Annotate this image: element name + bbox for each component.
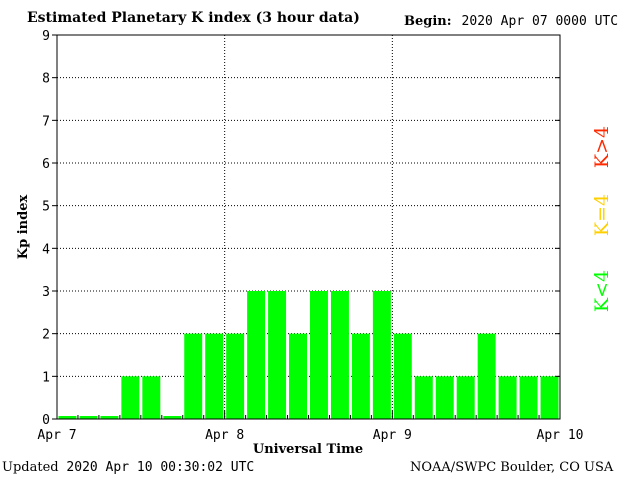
kp-bar [456, 376, 475, 419]
kp-bar [163, 416, 182, 419]
updated-label: Updated [2, 460, 59, 475]
grid-lines [57, 35, 560, 419]
kp-bar [435, 376, 454, 419]
kp-bar [351, 333, 370, 419]
kp-bar [372, 291, 391, 419]
kp-bar [226, 333, 245, 419]
y-tick-label: 2 [42, 328, 50, 343]
x-tick-label: Apr 7 [37, 428, 76, 443]
y-tick-label: 1 [42, 370, 50, 385]
x-tick-label: Apr 10 [537, 428, 584, 443]
kp-bar [205, 333, 224, 419]
chart-title: Estimated Planetary K index (3 hour data… [27, 10, 360, 26]
y-tick-label: 0 [42, 413, 50, 428]
kp-bar [414, 376, 433, 419]
kp-bar [477, 333, 496, 419]
x-tick-labels: Apr 7 Apr 8 Apr 9 Apr 10 [37, 428, 583, 443]
y-tick-label: 4 [42, 242, 50, 257]
kp-bar [268, 291, 287, 419]
kp-bar [310, 291, 328, 419]
kp-bar [79, 416, 98, 419]
kp-bar [100, 416, 119, 419]
legend-storm: K>4 [591, 126, 613, 168]
y-tick-label: 9 [42, 29, 50, 44]
y-tick-labels: 0 1 2 3 4 5 6 7 8 9 [42, 29, 50, 428]
y-tick-label: 3 [42, 285, 50, 300]
updated-value: 2020 Apr 10 00:30:02 UTC [66, 460, 255, 475]
legend-quiet: K<4 [591, 270, 613, 312]
kp-bar [519, 376, 538, 419]
kp-bar [247, 291, 266, 419]
kp-bar [121, 376, 140, 419]
kp-bar [330, 291, 349, 419]
begin-label: Begin: [404, 14, 452, 29]
y-tick-label: 6 [42, 157, 50, 172]
kp-bar [184, 333, 203, 419]
credit-text: NOAA/SWPC Boulder, CO USA [410, 460, 614, 475]
x-axis-title: Universal Time [253, 442, 363, 457]
axis-ticks [52, 34, 561, 420]
legend-active: K=4 [591, 194, 613, 236]
y-tick-label: 7 [42, 114, 50, 129]
kp-bar [540, 376, 559, 419]
updated-timestamp: Updated 2020 Apr 10 00:30:02 UTC [2, 460, 254, 475]
kp-bar [498, 376, 517, 419]
kp-bar [142, 376, 161, 419]
kp-bar [393, 333, 412, 419]
y-tick-label: 8 [42, 72, 50, 87]
kp-bar [289, 333, 307, 419]
begin-value: 2020 Apr 07 0000 UTC [461, 14, 619, 29]
y-axis-title: Kp index [16, 195, 31, 260]
y-tick-label: 5 [42, 200, 50, 215]
begin-timestamp: Begin: 2020 Apr 07 0000 UTC [404, 14, 618, 29]
bars [58, 291, 559, 419]
kp-bar [58, 416, 77, 419]
x-tick-label: Apr 8 [205, 428, 244, 443]
x-tick-label: Apr 9 [373, 428, 412, 443]
